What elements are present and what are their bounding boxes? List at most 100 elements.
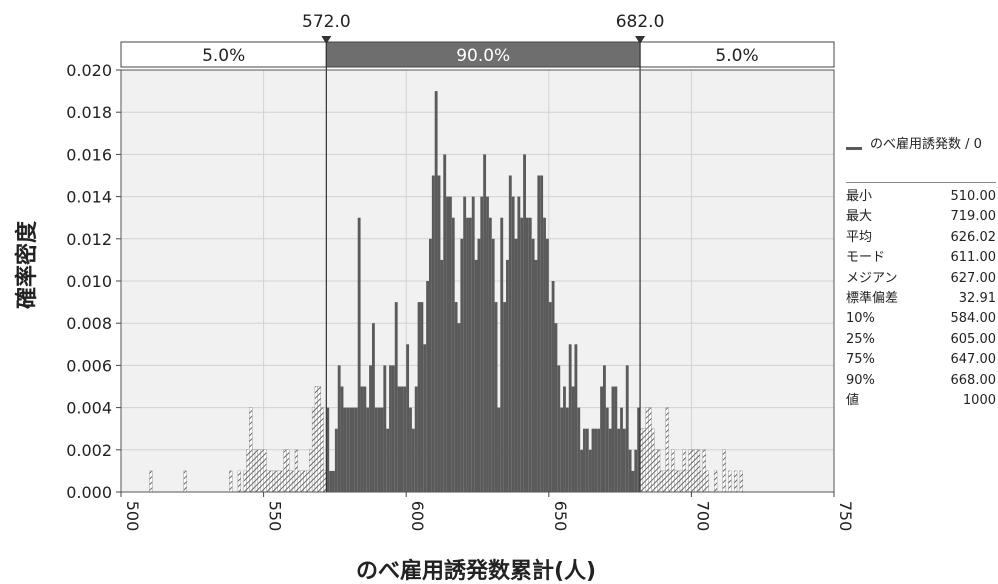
histogram-bar [645, 407, 649, 493]
histogram-bar [286, 449, 290, 493]
histogram-bar [614, 386, 618, 492]
histogram-bar [289, 470, 293, 493]
histogram-bar [352, 407, 355, 492]
histogram-bar [394, 302, 398, 492]
x-axis-title: のべ雇用誘発数累計(人) [356, 558, 596, 584]
histogram-bar [694, 449, 698, 493]
histogram-bar [702, 449, 706, 493]
histogram-bar [374, 407, 378, 492]
histogram-bars [149, 91, 743, 493]
histogram-bar [280, 470, 284, 493]
histogram-bar [625, 365, 629, 492]
histogram-bar [454, 302, 458, 492]
histogram-bar [437, 175, 441, 492]
y-axis-title: 確率密度 [14, 220, 40, 309]
histogram-bar [577, 407, 581, 492]
histogram-bar [585, 428, 589, 492]
histogram-bar [357, 217, 361, 492]
histogram-bar [343, 407, 347, 492]
percentile-band-bar: 5.0% 90.0% 5.0% [120, 41, 835, 68]
histogram-bar [354, 407, 358, 492]
histogram-bar [254, 449, 259, 493]
histogram-bar [460, 238, 464, 492]
histogram-bar [371, 323, 375, 492]
histogram-bar [657, 449, 661, 493]
histogram-bar [637, 407, 641, 492]
histogram-bar [477, 238, 481, 492]
histogram-bar [494, 302, 498, 492]
histogram-bar [557, 365, 561, 492]
histogram-bar [531, 238, 535, 492]
histogram-bar [423, 344, 427, 492]
histogram-bar [580, 449, 584, 492]
histogram-bar [309, 449, 313, 493]
histogram-bar [611, 386, 615, 492]
histogram-bar [466, 217, 469, 492]
histogram-bar [534, 259, 538, 492]
histogram-bar [699, 470, 703, 493]
histogram-bar [540, 175, 544, 492]
histogram-bar [346, 407, 350, 492]
marker-label: 572.0 [302, 12, 351, 32]
histogram-bar [457, 323, 461, 492]
stat-label: 90% [846, 372, 875, 388]
histogram-bar [705, 470, 709, 493]
histogram-bar [229, 470, 233, 493]
histogram-bar [682, 449, 686, 493]
histogram-bar [334, 428, 338, 492]
stat-label: 値 [846, 392, 860, 408]
stat-label: モード [846, 250, 886, 266]
histogram-bar [294, 449, 298, 493]
histogram-bar [300, 470, 304, 493]
histogram-bar [602, 365, 606, 492]
band-label: 5.0% [715, 46, 758, 66]
histogram-bar [714, 470, 718, 493]
histogram-bar [314, 386, 318, 493]
histogram-bar [511, 196, 515, 492]
histogram-bar [417, 302, 421, 492]
stat-row: 最小 510.00 [846, 187, 996, 207]
histogram-bar [380, 407, 384, 492]
histogram-bar [363, 386, 367, 492]
stat-label: 最大 [846, 209, 873, 225]
stat-value: 668.00 [950, 372, 997, 388]
histogram-bar [488, 217, 492, 492]
histogram-bar [642, 428, 646, 493]
stat-value: 627.00 [950, 270, 997, 286]
histogram-bar [451, 217, 455, 492]
histogram-bar [537, 175, 541, 492]
histogram-bar [383, 365, 387, 492]
x-tick-label: 750 [836, 501, 855, 532]
histogram-bar [554, 323, 558, 492]
stat-value: 584.00 [950, 311, 997, 327]
legend-divider [846, 182, 996, 183]
stat-row: 最大 719.00 [846, 207, 996, 227]
band-segment [120, 41, 327, 68]
histogram-bar [594, 428, 598, 492]
histogram-bar [317, 386, 321, 493]
stat-row: 標準偏差 32.91 [846, 289, 996, 309]
histogram-bar [568, 344, 572, 492]
histogram-bar [517, 196, 521, 492]
histogram-bar [257, 449, 261, 493]
histogram-bar [337, 365, 341, 492]
histogram-bar [665, 407, 669, 493]
histogram-bar [306, 470, 310, 493]
histogram-bar [634, 449, 638, 492]
histogram-bar [443, 154, 447, 492]
band-segment [639, 41, 835, 68]
marker-label: 682.0 [616, 12, 665, 32]
histogram-bar [349, 407, 353, 492]
histogram-bar [411, 428, 415, 492]
band-label: 5.0% [202, 46, 245, 66]
histogram-bar [588, 449, 592, 492]
y-tick-label: 0.014 [66, 188, 112, 207]
histogram-bar [688, 449, 692, 493]
histogram-bar [237, 470, 241, 493]
histogram-bar [326, 407, 330, 492]
histogram-bar [386, 428, 390, 492]
histogram-bar [543, 217, 546, 492]
histogram-bar [369, 365, 372, 492]
histogram-bar [674, 470, 678, 493]
y-tick-label: 0.018 [66, 103, 112, 122]
